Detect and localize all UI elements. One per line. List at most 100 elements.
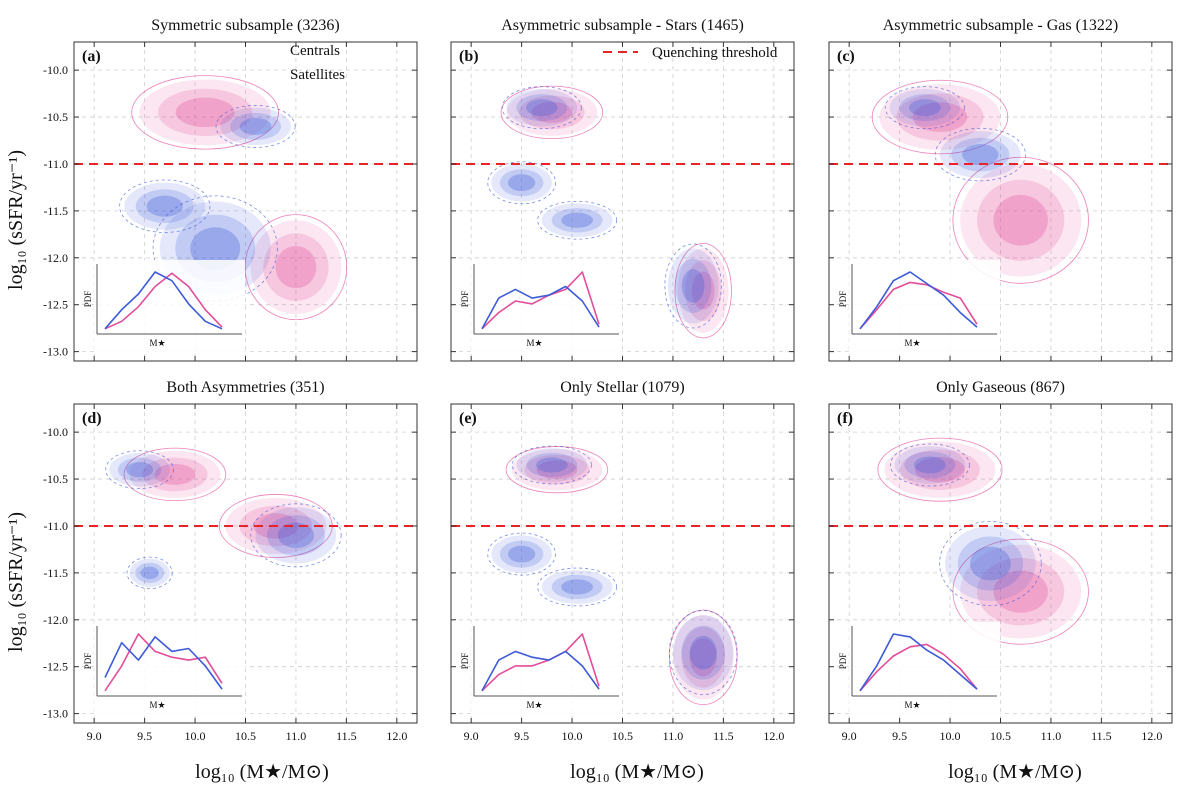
satellites-outline-1: [487, 161, 556, 205]
satellites-contour-1-0: [945, 525, 1036, 602]
satellites-contour-2-0: [255, 507, 337, 564]
x-tick-label: 11.5: [1091, 729, 1112, 743]
centrals-contour-0-0: [129, 450, 221, 498]
inset-centrals-curve: [481, 633, 600, 692]
inset-centrals-curve: [859, 281, 978, 330]
panel-label: (a): [82, 48, 101, 65]
satellites-contour-0-2: [125, 462, 154, 478]
y-tick-label: -12.0: [43, 251, 68, 265]
centrals-contour-0-0: [511, 449, 603, 491]
y-tick-label: -10.0: [43, 63, 68, 77]
centrals-outline-1: [952, 156, 1089, 284]
satellites-outline-0: [889, 443, 970, 487]
x-tick-label: 11.0: [663, 729, 684, 743]
inset-centrals-curve: [104, 272, 223, 330]
panel-label: (b): [459, 48, 479, 65]
centrals-outline-1: [952, 538, 1089, 645]
x-tick-label: 10.0: [940, 729, 961, 743]
y-tick-label: -12.5: [43, 298, 68, 312]
satellites-contour-1-1: [135, 562, 165, 584]
satellites-contour-1-1: [499, 169, 544, 197]
panel-label: (f): [837, 410, 853, 427]
centrals-contour-0-0: [506, 88, 598, 136]
panel-label: (c): [837, 48, 855, 65]
panel-title: Both Asymmetries (351): [166, 379, 324, 396]
panel-e: 9.0 9.5 10.0 10.5 11.0 11.5 12.0 Only Stellar (…: [450, 379, 795, 743]
inset-pdf: M★ PDF: [460, 260, 622, 352]
panel-a: -10.0 -10.5 -11.0 -11.5 -12.0 -12.5 -13.0 Symme…: [43, 17, 418, 362]
satellites-contour-3-1: [681, 625, 725, 680]
centrals-contour-0-1: [519, 95, 585, 130]
centrals-contour-0-1: [157, 88, 253, 137]
y-tick-label: -12.0: [43, 613, 68, 627]
density-contours: [487, 85, 732, 339]
inset-satellites-curve: [104, 271, 223, 330]
satellites-contour-1-0: [939, 131, 1021, 179]
centrals-contour-1-2: [275, 246, 317, 289]
satellites-contour-0-0: [889, 88, 961, 127]
panel-label: (e): [459, 410, 477, 427]
y-tick-label: -13.0: [43, 345, 68, 359]
x-tick-label: 10.5: [235, 729, 256, 743]
centrals-contour-1-1: [977, 179, 1065, 261]
centrals-outline-1: [244, 214, 348, 321]
centrals-contour-1-0: [250, 220, 342, 315]
x-tick-label: 9.5: [892, 729, 907, 743]
panel-f: 9.0 9.5 10.0 10.5 11.0 11.5 12.0 Only Gaseous (…: [828, 379, 1173, 743]
satellites-contour-2-0: [541, 570, 613, 604]
inset-centrals-curve: [859, 643, 978, 692]
centrals-contour-1-2: [993, 570, 1048, 613]
x-tick-label: 9.0: [842, 729, 857, 743]
centrals-contour-1-2: [691, 271, 715, 310]
centrals-outline-0: [131, 75, 279, 150]
panel-title: Only Gaseous (867): [936, 379, 1065, 396]
x-axis-label-middle: log₁₀ (M★/M⊙): [570, 761, 704, 783]
density-contours: [877, 437, 1089, 645]
satellites-contour-1-0: [491, 535, 552, 573]
centrals-contour-1-1: [685, 260, 722, 322]
inset-y-label: PDF: [83, 653, 93, 670]
satellites-outline-1: [126, 556, 173, 590]
panel-d: 9.0 9.5 10.0 10.5 11.0 11.5 12.0 -10.0 -10.5 -11.…: [43, 379, 418, 743]
x-tick-label: 9.5: [137, 729, 152, 743]
x-tick-label: 11.5: [336, 729, 357, 743]
centrals-contour-1-0: [960, 163, 1082, 277]
satellites-contour-0-1: [117, 457, 162, 482]
inset-y-label: PDF: [83, 291, 93, 308]
satellites-contour-1-2: [507, 174, 536, 192]
satellites-contour-2-2: [146, 195, 183, 217]
x-tick-label: 9.0: [464, 729, 479, 743]
y-tick-label: -10.0: [43, 425, 68, 439]
y-tick-label: -11.5: [43, 566, 68, 580]
x-tick-label: 12.0: [763, 729, 784, 743]
satellites-contour-2-0: [124, 182, 206, 230]
inset-y-label: PDF: [460, 291, 470, 308]
satellites-contour-0-1: [516, 94, 568, 122]
centrals-contour-0-1: [900, 449, 980, 490]
satellites-contour-3-0: [672, 615, 734, 691]
panel-title: Asymmetric subsample - Stars (1465): [501, 17, 744, 34]
x-tick-label: 12.0: [1141, 729, 1162, 743]
satellites-contour-3-0: [667, 248, 719, 324]
panel-title: Asymmetric subsample - Gas (1322): [883, 17, 1119, 34]
satellites-contour-0-2: [525, 99, 558, 117]
panel-title: Only Stellar (1079): [560, 379, 684, 396]
satellites-contour-1-0: [491, 163, 552, 202]
satellites-contour-2-2: [277, 522, 315, 549]
x-tick-label: 10.5: [990, 729, 1011, 743]
satellites-contour-0-2: [535, 457, 568, 473]
inset-pdf: M★ PDF: [838, 260, 1000, 352]
satellites-outline-3: [664, 243, 722, 329]
y-tick-label: -10.5: [43, 472, 68, 486]
x-tick-label: 11.5: [713, 729, 734, 743]
centrals-contour-0-1: [524, 454, 590, 485]
satellites-outline-0: [215, 105, 296, 148]
satellites-outline-0: [501, 86, 582, 130]
legend-centrals: Centrals: [290, 43, 340, 59]
satellites-contour-3-1: [674, 258, 712, 313]
satellites-contour-3-2: [689, 635, 717, 670]
satellites-contour-0-2: [239, 117, 272, 135]
satellites-contour-0-1: [526, 452, 578, 478]
y-axis-label-bottom: log₁₀ (sSFR/yr⁻¹): [5, 512, 27, 652]
satellites-contour-1-2: [507, 545, 536, 563]
